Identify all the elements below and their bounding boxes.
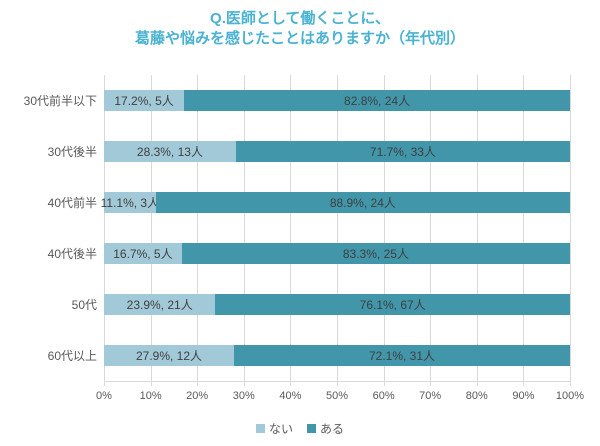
bar-value-label: 88.9%, 24人	[329, 196, 396, 210]
gridline	[383, 75, 385, 386]
gridline	[104, 75, 105, 386]
x-axis-tick-label: 60%	[372, 390, 395, 402]
gridline	[243, 75, 245, 386]
x-axis-tick-label: 10%	[139, 390, 162, 402]
bar-segment-ある[interactable]: 88.9%, 24人	[155, 192, 570, 213]
category-label: 40代後半	[47, 247, 97, 261]
bar-segment-ある[interactable]: 82.8%, 24人	[184, 90, 570, 111]
legend-item[interactable]: ある	[307, 420, 344, 437]
bar-value-label: 71.7%, 33人	[369, 145, 436, 159]
bar-segment-ない[interactable]: 11.1%, 3人	[100, 192, 160, 213]
bar-segment-ない[interactable]: 28.3%, 13人	[104, 141, 236, 162]
category-label: 60代以上	[47, 349, 97, 363]
gridline	[337, 75, 338, 386]
gridline	[523, 75, 525, 386]
gridline	[570, 75, 571, 386]
x-axis-tick-label: 100%	[555, 390, 585, 402]
x-axis-tick-label: 80%	[465, 390, 488, 402]
bar-value-label: 17.2%, 5人	[114, 94, 174, 108]
gridline	[197, 75, 199, 386]
bar-segment-ある[interactable]: 76.1%, 67人	[215, 294, 570, 315]
bar-segment-ない[interactable]: 27.9%, 12人	[104, 345, 234, 366]
bar-value-label: 76.1%, 67人	[359, 298, 426, 312]
gridline	[430, 75, 432, 386]
x-axis-tick-label: 30%	[232, 390, 255, 402]
gridline	[476, 75, 478, 386]
legend-label: ない	[268, 422, 293, 436]
bar-segment-ある[interactable]: 83.3%, 25人	[181, 243, 570, 264]
category-label: 30代後半	[47, 145, 97, 159]
x-axis-tick-label: 90%	[512, 390, 535, 402]
bar-segment-ない[interactable]: 17.2%, 5人	[104, 90, 185, 111]
legend-label: ある	[320, 422, 345, 436]
legend-swatch-icon	[307, 424, 316, 433]
bar-value-label: 16.7%, 5人	[113, 247, 173, 261]
chart-title: Q.医師として働くことに、 葛藤や悩みを感じたことはありますか（年代別）	[0, 9, 600, 49]
bar-value-label: 72.1%, 31人	[368, 349, 436, 363]
bar-segment-ない[interactable]: 16.7%, 5人	[104, 243, 182, 264]
plot-area: 17.2%, 5人 82.8%, 24人 28.3%, 13人 71.7%, 33人 1…	[100, 75, 571, 386]
legend: ない ある	[0, 420, 600, 437]
bar-segment-ある[interactable]: 72.1%, 31人	[234, 345, 570, 366]
legend-swatch-icon	[255, 424, 265, 433]
x-axis: 0% 10% 20% 30% 40% 50% 60% 70% 80% 90% 100%	[0, 390, 600, 404]
x-axis-tick-label: 50%	[325, 390, 349, 402]
legend-item[interactable]: ない	[255, 420, 293, 437]
category-label: 30代前半以下	[23, 94, 97, 108]
bar-segment-ある[interactable]: 71.7%, 33人	[235, 141, 570, 162]
bar-value-label: 82.8%, 24人	[344, 94, 411, 108]
bar-value-label: 11.1%, 3人	[100, 196, 160, 210]
x-axis-tick-label: 20%	[186, 390, 209, 402]
bar-segment-ない[interactable]: 23.9%, 21人	[104, 294, 216, 315]
category-label: 40代前半	[47, 196, 97, 210]
gridline	[290, 75, 292, 386]
chart-title-line2: 葛藤や悩みを感じたことはありますか（年代別）	[134, 30, 465, 47]
bar-value-label: 83.3%, 25人	[342, 247, 409, 261]
x-axis-tick-label: 70%	[419, 390, 442, 402]
category-label: 50代	[71, 298, 97, 312]
bar-value-label: 27.9%, 12人	[135, 349, 203, 363]
bar-value-label: 23.9%, 21人	[126, 298, 193, 312]
x-axis-tick-label: 0%	[96, 390, 112, 402]
gridline	[150, 75, 152, 386]
x-axis-tick-label: 40%	[279, 390, 302, 402]
chart-title-line1: Q.医師として働くことに、	[210, 10, 390, 27]
bar-value-label: 28.3%, 13人	[136, 145, 203, 159]
